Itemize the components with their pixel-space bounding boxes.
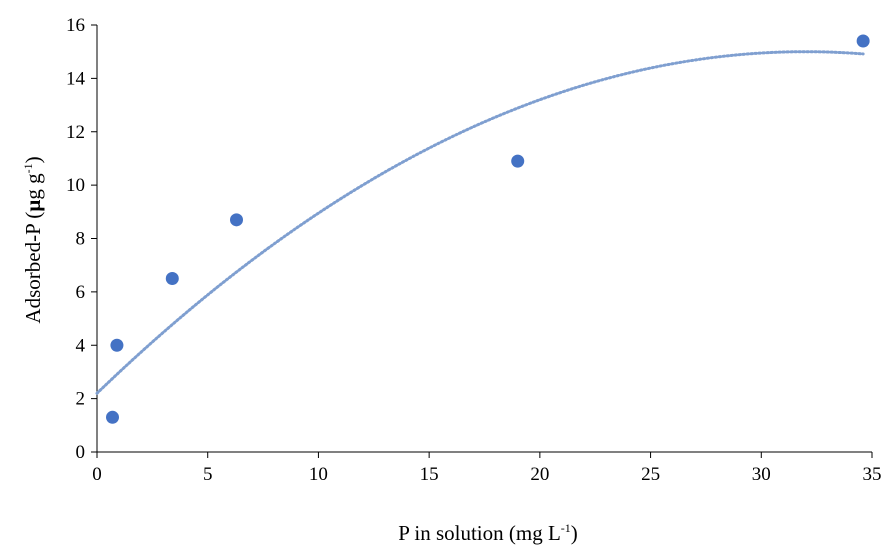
y-tick-group: 0 2 4 6 8 10 12 14 16 [66, 15, 97, 463]
trendline-group [95, 50, 865, 395]
y-axis-title: Adsorbed-P (µg g-1) [21, 156, 45, 323]
x-tick-group: 0 5 10 15 20 25 30 35 [92, 452, 882, 485]
y-tick-label: 12 [66, 122, 85, 143]
x-tick-label: 0 [92, 464, 102, 485]
y-tick-label: 10 [66, 175, 85, 196]
data-point [230, 213, 243, 227]
trendline [95, 50, 865, 395]
y-tick-label: 8 [76, 229, 86, 250]
x-tick-label: 10 [309, 464, 328, 485]
x-tick-label: 35 [863, 464, 882, 485]
y-tick-label: 2 [76, 389, 86, 410]
data-point [110, 338, 124, 352]
data-points-group [106, 34, 870, 424]
axes [96, 25, 872, 453]
x-tick-label: 15 [420, 464, 439, 485]
y-tick-label: 14 [66, 68, 86, 89]
y-tick-label: 6 [76, 282, 86, 303]
x-tick-label: 25 [641, 464, 660, 485]
y-tick-label: 4 [76, 335, 86, 356]
data-point [856, 34, 870, 48]
y-tick-label: 0 [76, 442, 86, 463]
y-tick-label: 16 [66, 15, 85, 36]
data-point [511, 154, 525, 168]
x-tick-label: 30 [752, 464, 771, 485]
data-point [106, 410, 119, 424]
x-tick-label: 20 [530, 464, 549, 485]
data-point [165, 272, 179, 286]
x-axis-title: P in solution (mg L-1) [398, 521, 578, 545]
x-tick-label: 5 [203, 464, 213, 485]
